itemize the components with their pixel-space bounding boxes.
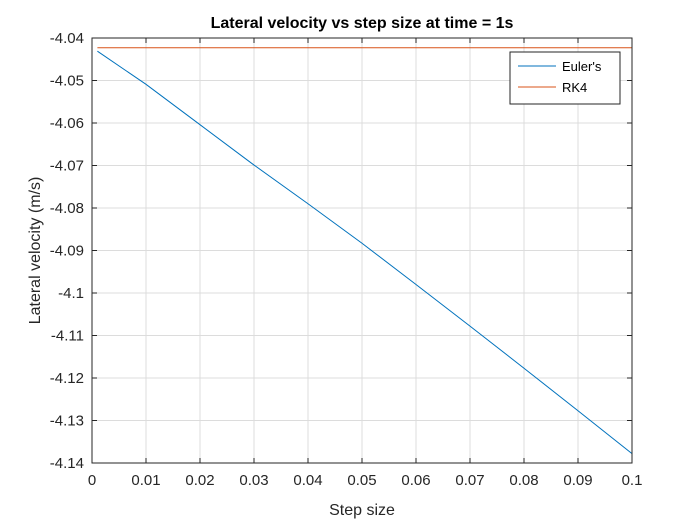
y-tick-label: -4.05 — [50, 73, 84, 90]
legend: Euler's RK4 — [509, 51, 621, 105]
x-tick-label: 0.1 — [622, 472, 643, 489]
x-tick-label: 0.01 — [131, 472, 160, 489]
legend-label: Euler's — [562, 59, 602, 74]
x-tick-label: 0.06 — [401, 472, 430, 489]
y-tick-label: -4.14 — [50, 455, 84, 472]
y-tick-label: -4.08 — [50, 200, 84, 217]
tick-marks — [91, 37, 633, 464]
x-tick-label: 0.04 — [293, 472, 322, 489]
x-tick-label: 0 — [88, 472, 96, 489]
legend-label: RK4 — [562, 80, 587, 95]
y-tick-label: -4.11 — [51, 328, 84, 345]
x-tick-label: 0.02 — [185, 472, 214, 489]
x-axis-label: Step size — [329, 502, 395, 519]
series-line-euler — [97, 50, 633, 455]
x-tick-label: 0.09 — [563, 472, 592, 489]
x-tick-label: 0.05 — [347, 472, 376, 489]
y-tick-label: -4.04 — [50, 30, 84, 47]
y-axis-label: Lateral velocity (m/s) — [27, 177, 44, 325]
y-tick-label: -4.07 — [50, 158, 84, 175]
y-tick-label: -4.13 — [50, 413, 84, 430]
legend-box — [509, 51, 621, 105]
x-tick-label: 0.08 — [509, 472, 538, 489]
x-tick-labels: 0 0.01 0.02 0.03 0.04 0.05 0.06 0.07 0.08 0.09 0.1 — [88, 472, 643, 489]
y-tick-labels: -4.04 -4.05 -4.06 -4.07 -4.08 -4.09 -4.1 -4.11 -… — [50, 30, 84, 472]
y-tick-label: -4.09 — [50, 243, 84, 260]
x-tick-label: 0.03 — [239, 472, 268, 489]
y-tick-label: -4.06 — [50, 115, 84, 132]
y-tick-label: -4.1 — [58, 285, 84, 302]
y-tick-label: -4.12 — [50, 370, 84, 387]
chart-title: Lateral velocity vs step size at time = … — [211, 15, 514, 32]
series-layer — [97, 47, 633, 455]
x-tick-label: 0.07 — [455, 472, 484, 489]
